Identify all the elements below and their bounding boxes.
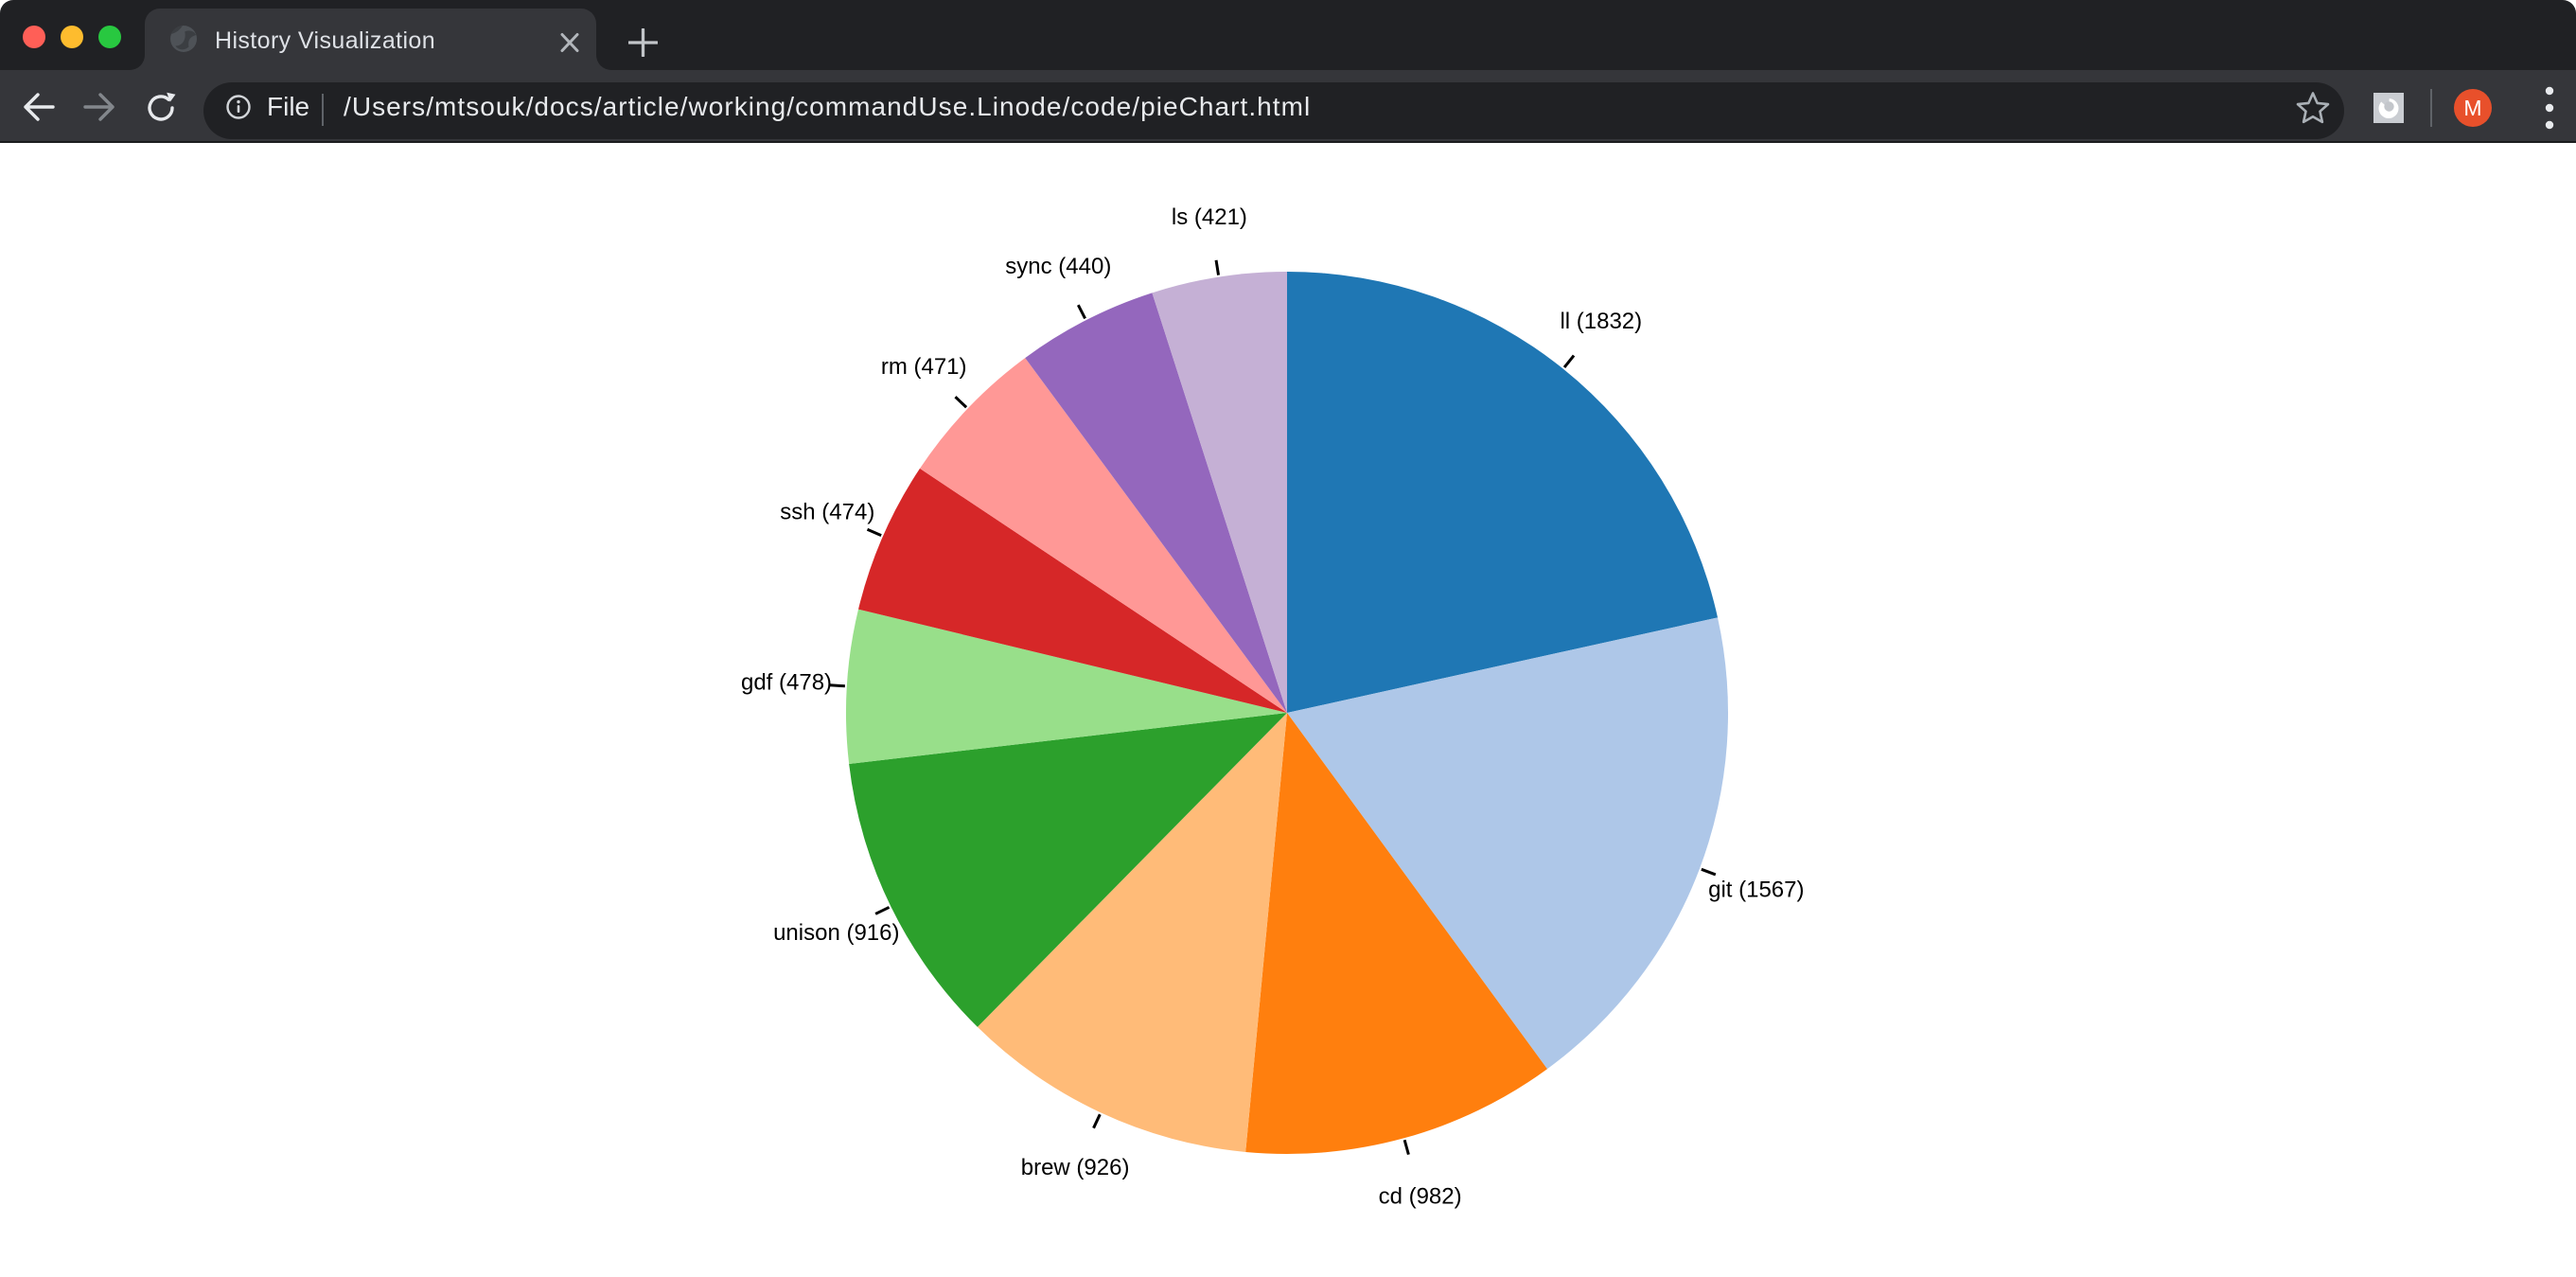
svg-text:cd (982): cd (982) [1379,1184,1462,1210]
svg-text:brew (926): brew (926) [1021,1155,1130,1180]
svg-text:sync (440): sync (440) [1005,254,1111,279]
svg-text:gdf (478): gdf (478) [741,670,832,696]
svg-text:git (1567): git (1567) [1708,878,1804,903]
svg-text:ll (1832): ll (1832) [1560,309,1642,334]
svg-text:unison (916): unison (916) [773,920,899,946]
svg-text:ls (421): ls (421) [1172,204,1247,230]
svg-text:ssh (474): ssh (474) [780,499,874,524]
svg-text:rm (471): rm (471) [881,354,967,380]
